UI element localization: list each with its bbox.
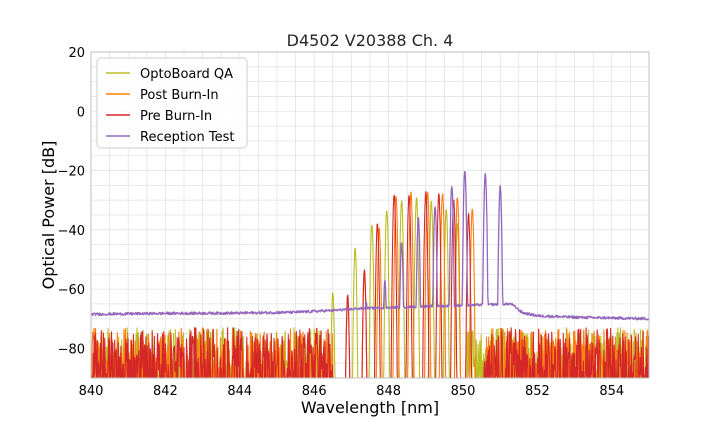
legend-entry: Reception Test: [140, 130, 234, 145]
y-tick-label: −40: [58, 224, 85, 239]
legend-box: [96, 57, 248, 149]
x-tick-label: 842: [153, 384, 178, 399]
legend-entry: OptoBoard QA: [140, 67, 233, 82]
legend-entry: Pre Burn-In: [140, 109, 212, 124]
y-tick-label: −20: [58, 165, 85, 180]
y-tick-label: −60: [58, 283, 85, 298]
x-tick-label: 850: [451, 384, 476, 399]
ticks: 840 842 844 846 848 850 852 854 −80 −60 −40 −20 0 20: [58, 46, 625, 399]
series-line: [91, 170, 649, 321]
x-tick-label: 840: [79, 384, 104, 399]
x-tick-label: 852: [525, 384, 550, 399]
x-tick-label: 854: [599, 384, 624, 399]
x-tick-label: 846: [302, 384, 327, 399]
y-axis-label: Optical Power [dB]: [39, 141, 58, 290]
y-tick-label: −80: [58, 342, 85, 357]
y-tick-label: 20: [68, 46, 85, 61]
chart-title: D4502 V20388 Ch. 4: [287, 31, 454, 50]
legend: OptoBoard QA Post Burn-In Pre Burn-In Recep…: [96, 57, 248, 149]
x-axis-label: Wavelength [nm]: [301, 398, 439, 417]
y-tick-label: 0: [77, 105, 85, 120]
plot-frame: [90, 51, 650, 379]
x-tick-label: 848: [376, 384, 401, 399]
legend-entry: Post Burn-In: [140, 88, 219, 103]
series-line: [91, 191, 649, 378]
x-tick-label: 844: [227, 384, 252, 399]
series-layer: [91, 170, 649, 378]
